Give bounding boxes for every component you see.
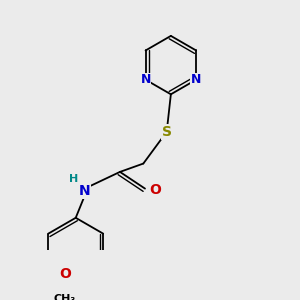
Text: N: N xyxy=(191,73,201,86)
Text: S: S xyxy=(162,125,172,139)
Text: CH₃: CH₃ xyxy=(54,294,76,300)
Text: N: N xyxy=(140,73,151,86)
Text: O: O xyxy=(149,183,161,197)
Text: H: H xyxy=(69,174,78,184)
Text: O: O xyxy=(59,267,71,281)
Text: N: N xyxy=(78,184,90,198)
